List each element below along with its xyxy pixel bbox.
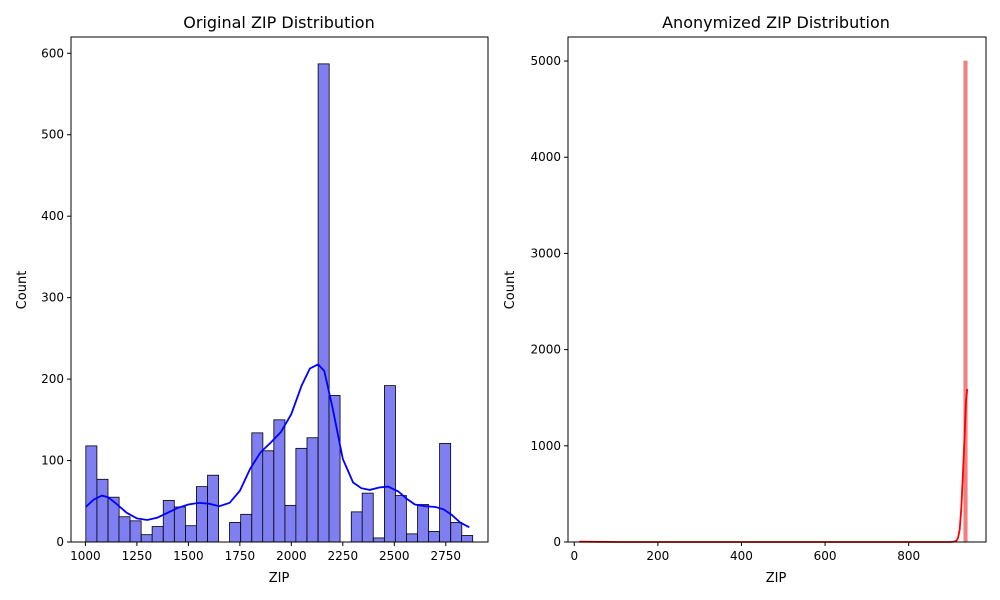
histogram-bars [85,63,474,543]
anonymized-zip-histogram: Anonymized ZIP Distribution ZIP Count 0 2… [503,13,987,586]
histogram-bar-3 [118,516,131,543]
y-ticks: 0 1000 2000 3000 4000 5000 [530,54,568,549]
histogram-bar-31 [428,531,440,543]
plot-frame [70,36,489,543]
histogram-bar-0 [85,445,98,543]
histogram-bar-27 [384,385,396,543]
histogram-bar-28 [394,495,407,543]
x-tick-label: 1500 [173,549,204,563]
histogram-bar-6 [151,526,164,543]
histogram-bar-7 [162,500,175,543]
y-tick-label: 300 [41,291,64,305]
x-tick-label: 1750 [225,549,256,563]
histogram-bar-34 [461,535,474,543]
x-tick-label: 1000 [70,549,101,563]
histogram-bar-13 [229,522,242,543]
chart-title: Anonymized ZIP Distribution [662,13,890,32]
y-tick-label: 400 [41,209,64,223]
histogram-bar-15 [251,432,264,543]
density-curve-layer [85,363,470,529]
histogram-bar-16 [262,450,275,543]
histogram-bar-29 [406,533,418,543]
chart-title: Original ZIP Distribution [183,13,374,32]
x-tick-label: 400 [730,549,753,563]
x-tick-label: 2000 [276,549,307,563]
histogram-bar-18 [284,504,297,543]
x-axis-label: ZIP [766,571,787,586]
y-tick-label: 3000 [530,246,561,260]
x-tick-label: 2500 [379,549,410,563]
histogram-bar-11 [207,474,219,543]
x-tick-label: 2250 [328,549,359,563]
y-tick-label: 100 [41,454,64,468]
x-ticks: 1000 1250 1500 1750 2000 2250 2500 2750 [70,542,461,563]
x-tick-label: 1250 [122,549,153,563]
x-tick-label: 200 [646,549,669,563]
x-axis-label: ZIP [269,571,290,586]
plot-frame [567,36,987,543]
histogram-bar-26 [372,537,385,543]
y-tick-label: 600 [41,46,64,60]
y-tick-label: 200 [41,372,64,386]
y-tick-label: 5000 [530,54,561,68]
x-tick-label: 800 [897,549,920,563]
histogram-bars [963,60,968,543]
histogram-bar-14 [240,513,253,543]
y-tick-label: 4000 [530,150,561,164]
x-tick-label: 2750 [431,549,462,563]
y-ticks: 0 100 200 300 400 500 600 [41,46,71,549]
histogram-bar-19 [295,447,308,543]
histogram-bar-32 [439,443,452,543]
histogram-bar-33 [450,522,463,543]
y-tick-label: 2000 [530,343,561,357]
y-axis-label: Count [15,271,30,310]
y-tick-label: 1000 [530,439,561,453]
histogram-bar-5 [140,534,153,543]
histogram-bar-30 [417,504,430,543]
x-ticks: 0 200 400 600 800 [570,542,920,563]
y-tick-label: 0 [553,535,561,549]
histogram-bar-20 [306,437,319,543]
histogram-bar-25 [361,492,374,543]
x-tick-label: 600 [814,549,837,563]
y-tick-label: 500 [41,128,64,142]
histogram-bar-1 [96,478,109,543]
y-axis-label: Count [503,271,518,310]
histogram-bar-21 [317,63,330,543]
y-tick-label: 0 [56,535,64,549]
histogram-bar-4 [129,520,142,543]
original-zip-histogram: Original ZIP Distribution ZIP Count 1000… [15,13,489,586]
histogram-bar-0 [963,60,968,543]
histogram-bar-8 [173,506,186,543]
density-curve [85,363,470,529]
histogram-bar-9 [185,525,197,543]
histogram-bar-10 [196,486,208,543]
x-tick-label: 0 [570,549,578,563]
histogram-bar-24 [350,511,363,543]
